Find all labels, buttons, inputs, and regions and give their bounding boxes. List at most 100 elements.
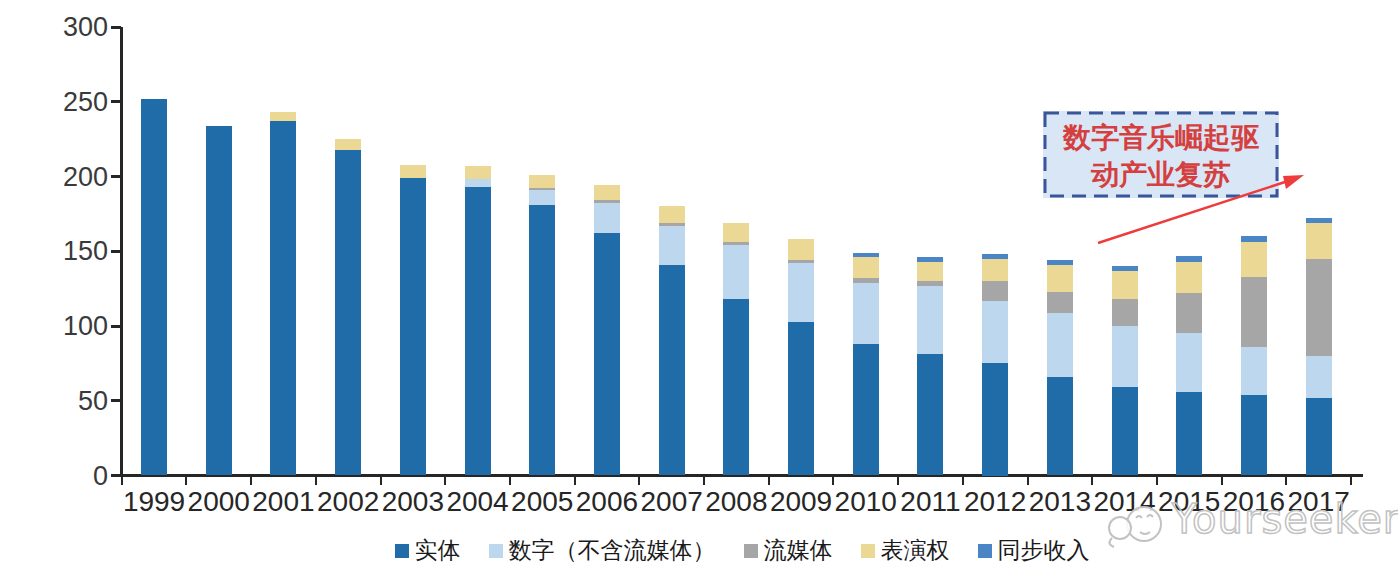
y-tick-mark bbox=[111, 26, 121, 29]
x-tick-mark bbox=[315, 477, 317, 485]
bar-segment-2005 bbox=[529, 205, 555, 476]
legend-label: 流媒体 bbox=[764, 535, 833, 566]
y-tick-label: 200 bbox=[38, 163, 108, 191]
bar-segment-2005 bbox=[529, 190, 555, 205]
y-tick-label: 0 bbox=[38, 462, 108, 490]
x-tick-mark bbox=[962, 477, 964, 485]
bar-segment-2014 bbox=[1112, 387, 1138, 475]
bar-segment-2001 bbox=[270, 112, 296, 121]
x-tick-mark bbox=[250, 477, 252, 485]
y-tick-label: 100 bbox=[38, 312, 108, 340]
x-tick-mark bbox=[897, 477, 899, 485]
bar-segment-2007 bbox=[659, 265, 685, 476]
annotation-line-2: 动产业复苏 bbox=[1043, 156, 1279, 193]
bar-segment-2011 bbox=[917, 262, 943, 281]
bar-segment-2008 bbox=[723, 245, 749, 299]
y-tick-label: 250 bbox=[38, 88, 108, 116]
bar-segment-2016 bbox=[1241, 236, 1267, 242]
x-tick-mark bbox=[1221, 477, 1223, 485]
bar-segment-2006 bbox=[594, 203, 620, 233]
bar-segment-2009 bbox=[788, 263, 814, 321]
x-tick-mark bbox=[185, 477, 187, 485]
bar-segment-2008 bbox=[723, 223, 749, 242]
bar-segment-2004 bbox=[465, 166, 491, 179]
bar-segment-2004 bbox=[465, 187, 491, 476]
watermark: Yourseeker bbox=[1100, 494, 1398, 554]
bar-segment-2017 bbox=[1306, 259, 1332, 356]
bar-segment-2008 bbox=[723, 299, 749, 475]
annotation-callout: 数字音乐崛起驱 动产业复苏 bbox=[1043, 111, 1279, 198]
bar-segment-2005 bbox=[529, 175, 555, 188]
y-tick-mark bbox=[111, 325, 121, 328]
y-tick-mark bbox=[111, 175, 121, 178]
x-tick-mark bbox=[768, 477, 770, 485]
x-tick-mark bbox=[1027, 477, 1029, 485]
bar-segment-2002 bbox=[335, 139, 361, 149]
bar-segment-2009 bbox=[788, 260, 814, 263]
x-tick-mark bbox=[444, 477, 446, 485]
bar-segment-2017 bbox=[1306, 218, 1332, 222]
y-tick-mark bbox=[111, 100, 121, 103]
x-tick-mark bbox=[121, 477, 123, 485]
bar-segment-2011 bbox=[917, 281, 943, 285]
bar-segment-2014 bbox=[1112, 271, 1138, 299]
legend-item: 流媒体 bbox=[744, 535, 833, 566]
y-tick-label: 300 bbox=[38, 13, 108, 41]
bar-segment-2013 bbox=[1047, 260, 1073, 264]
bar-segment-2012 bbox=[982, 363, 1008, 475]
legend-swatch bbox=[744, 544, 758, 558]
legend-label: 实体 bbox=[415, 535, 461, 566]
bar-segment-2010 bbox=[853, 344, 879, 476]
annotation-text: 数字音乐崛起驱 动产业复苏 bbox=[1043, 111, 1279, 193]
x-tick-mark bbox=[638, 477, 640, 485]
y-tick-mark bbox=[111, 250, 121, 253]
y-tick-label: 50 bbox=[38, 387, 108, 415]
legend-label: 表演权 bbox=[881, 535, 950, 566]
x-tick-mark bbox=[832, 477, 834, 485]
bar-segment-2006 bbox=[594, 200, 620, 203]
bar-segment-2005 bbox=[529, 188, 555, 189]
x-tick-mark bbox=[509, 477, 511, 485]
bar-segment-2001 bbox=[270, 121, 296, 475]
bar-segment-2007 bbox=[659, 206, 685, 222]
bar-segment-2004 bbox=[465, 179, 491, 186]
bar-segment-2011 bbox=[917, 354, 943, 475]
x-tick-mark bbox=[574, 477, 576, 485]
watermark-text: Yourseeker bbox=[1172, 496, 1398, 542]
bar-segment-2012 bbox=[982, 301, 1008, 364]
chart-canvas: 050100150200250300 199920002001200220032… bbox=[0, 0, 1398, 582]
bar-segment-2017 bbox=[1306, 223, 1332, 259]
x-tick-mark bbox=[703, 477, 705, 485]
legend-label: 数字（不含流媒体） bbox=[509, 535, 716, 566]
legend-item: 表演权 bbox=[861, 535, 950, 566]
bar-segment-2015 bbox=[1176, 333, 1202, 391]
bar-segment-2014 bbox=[1112, 326, 1138, 387]
x-tick-mark bbox=[1091, 477, 1093, 485]
bar-segment-2007 bbox=[659, 226, 685, 265]
legend-item: 同步收入 bbox=[978, 535, 1090, 566]
bar-segment-2003 bbox=[400, 178, 426, 476]
bar-segment-2013 bbox=[1047, 313, 1073, 377]
bar-segment-2000 bbox=[206, 126, 232, 476]
annotation-line-1: 数字音乐崛起驱 bbox=[1043, 119, 1279, 156]
y-tick-label: 150 bbox=[38, 237, 108, 265]
bar-segment-2015 bbox=[1176, 256, 1202, 262]
legend-item: 数字（不含流媒体） bbox=[489, 535, 716, 566]
bar-segment-2006 bbox=[594, 185, 620, 200]
legend-label: 同步收入 bbox=[998, 535, 1090, 566]
bar-segment-2017 bbox=[1306, 356, 1332, 398]
bar-segment-2008 bbox=[723, 242, 749, 245]
bar-segment-2013 bbox=[1047, 377, 1073, 476]
bar-segment-2010 bbox=[853, 257, 879, 278]
bar-segment-2015 bbox=[1176, 262, 1202, 293]
bar-segment-2016 bbox=[1241, 395, 1267, 476]
bar-segment-2006 bbox=[594, 233, 620, 475]
bar-segment-1999 bbox=[141, 99, 167, 476]
bar-segment-2015 bbox=[1176, 293, 1202, 333]
bar-segment-2010 bbox=[853, 278, 879, 282]
legend-swatch bbox=[395, 544, 409, 558]
legend-swatch bbox=[978, 544, 992, 558]
legend-swatch bbox=[489, 544, 503, 558]
bar-segment-2017 bbox=[1306, 398, 1332, 476]
bar-segment-2009 bbox=[788, 322, 814, 476]
